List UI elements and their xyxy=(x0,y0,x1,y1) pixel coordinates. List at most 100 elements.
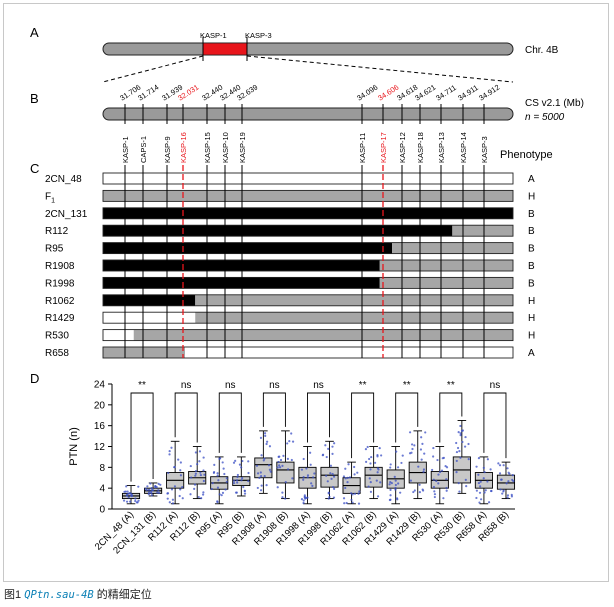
data-point xyxy=(325,474,328,477)
data-point xyxy=(331,445,334,448)
data-point xyxy=(506,496,509,499)
data-point xyxy=(236,473,239,477)
data-point xyxy=(423,452,426,455)
data-point xyxy=(149,482,152,485)
data-point xyxy=(345,501,348,505)
data-point xyxy=(388,483,391,486)
genotype-segment xyxy=(103,312,196,324)
genotype-bar-outline xyxy=(102,189,514,202)
data-point xyxy=(344,477,347,480)
data-point xyxy=(199,473,202,477)
data-point xyxy=(432,455,435,458)
marker-name-label: KASP-10 xyxy=(221,132,230,163)
data-point xyxy=(170,446,173,449)
marker-name-label: KASP-18 xyxy=(416,132,425,163)
data-point xyxy=(306,496,309,499)
data-point xyxy=(286,442,289,445)
genotype-bar-outline xyxy=(102,224,514,237)
reference-label: CS v2.1 (Mb) xyxy=(525,98,584,109)
y-tick-label: 12 xyxy=(94,442,106,453)
data-point xyxy=(344,486,347,490)
data-point xyxy=(458,449,461,453)
significance-bracket xyxy=(218,392,242,453)
genotype-bar-outline xyxy=(102,276,514,289)
data-point xyxy=(179,461,182,464)
data-point xyxy=(290,432,293,435)
data-point xyxy=(376,495,380,498)
data-point xyxy=(502,464,505,467)
data-point xyxy=(146,485,149,488)
data-point xyxy=(236,481,239,484)
data-point xyxy=(313,472,316,475)
data-point xyxy=(328,495,331,499)
data-point xyxy=(464,435,467,439)
marker-name-label: CAPS-1 xyxy=(139,136,148,163)
data-point xyxy=(202,491,205,494)
panel-label-c: C xyxy=(30,161,39,176)
phenotype-header: Phenotype xyxy=(500,149,553,161)
figure-caption: 图1 QPtn.sau-4B 的精细定位 xyxy=(4,586,152,602)
data-point xyxy=(223,472,226,476)
data-point xyxy=(189,493,192,496)
data-point xyxy=(353,465,356,469)
data-point xyxy=(125,485,128,488)
data-point xyxy=(374,461,377,464)
data-point xyxy=(351,501,354,504)
marker-name-label: KASP-16 xyxy=(179,132,188,163)
data-point xyxy=(137,499,140,502)
data-point xyxy=(475,489,478,492)
data-point xyxy=(302,499,305,502)
data-point xyxy=(409,479,413,482)
data-point xyxy=(507,480,510,483)
data-point xyxy=(431,468,434,472)
line-label: F1 xyxy=(45,191,55,204)
data-point xyxy=(259,475,263,478)
phenotype-value: A xyxy=(528,348,535,359)
genotype-segment xyxy=(103,277,380,289)
data-point xyxy=(259,436,263,439)
data-point xyxy=(413,444,416,447)
caption-suffix: 的精细定位 xyxy=(93,589,152,601)
data-point xyxy=(455,441,458,445)
data-point xyxy=(265,442,268,446)
data-point xyxy=(329,464,333,467)
data-point xyxy=(498,464,502,467)
data-point xyxy=(281,496,284,499)
data-point xyxy=(357,502,361,505)
genotype-segment xyxy=(392,242,513,254)
data-point xyxy=(460,429,464,433)
marker-name-label: KASP-12 xyxy=(398,132,407,163)
data-point xyxy=(306,476,309,479)
data-point xyxy=(324,444,327,447)
zoom-line-right xyxy=(246,55,514,83)
data-point xyxy=(302,457,305,461)
data-point xyxy=(181,497,184,500)
data-point xyxy=(129,492,132,495)
data-point xyxy=(157,491,161,494)
data-point xyxy=(291,477,294,480)
data-point xyxy=(238,463,242,466)
data-point xyxy=(256,486,259,490)
data-point xyxy=(210,487,213,491)
marker-name-label: KASP-11 xyxy=(358,133,367,163)
data-point xyxy=(486,480,489,483)
data-point xyxy=(218,457,221,460)
data-point xyxy=(388,498,391,502)
data-point xyxy=(194,451,197,454)
data-point xyxy=(327,497,330,500)
physical-position-label: 34.621 xyxy=(413,83,437,103)
data-point xyxy=(482,466,485,469)
data-point xyxy=(166,492,169,495)
data-point xyxy=(483,491,486,494)
phenotype-value: B xyxy=(528,226,535,237)
data-point xyxy=(221,491,225,494)
data-point xyxy=(269,470,272,473)
data-point xyxy=(259,489,263,492)
data-point xyxy=(356,471,359,474)
data-point xyxy=(166,497,169,500)
line-label: R112 xyxy=(45,226,69,237)
data-point xyxy=(445,466,449,469)
data-point xyxy=(457,431,460,434)
data-point xyxy=(247,460,250,463)
